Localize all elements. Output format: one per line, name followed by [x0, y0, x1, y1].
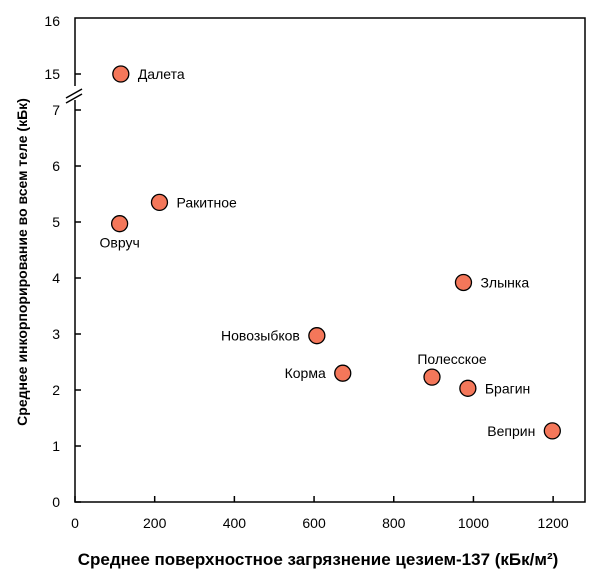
y-tick-label: 0 [52, 494, 60, 510]
data-point-label: Овруч [100, 235, 140, 251]
y-tick-label: 2 [52, 382, 60, 398]
data-points: Далета Ракитное Овруч Злынка Новозыбков Корма… [100, 65, 561, 440]
data-point-label: Веприн [487, 423, 535, 439]
data-point [454, 273, 473, 292]
x-tick-label: 800 [382, 515, 406, 531]
x-tick-label: 400 [223, 515, 247, 531]
data-point [334, 364, 352, 382]
x-tick-label: 0 [71, 515, 79, 531]
x-tick-label: 1200 [538, 515, 569, 531]
data-point [112, 65, 130, 83]
data-point-label: Новозыбков [221, 328, 300, 344]
data-point-label: Корма [285, 365, 326, 381]
y-tick-label: 7 [52, 102, 60, 118]
data-point-label: Злынка [480, 274, 529, 290]
data-point [110, 215, 129, 233]
y-tick-label: 16 [44, 13, 60, 29]
x-tick-label: 1000 [458, 515, 489, 531]
data-point-label: Ракитное [176, 194, 237, 210]
data-point [543, 422, 561, 440]
data-point [150, 193, 169, 212]
y-tick-label: 4 [52, 270, 60, 286]
y-tick-label: 6 [52, 158, 60, 174]
y-tick-label: 1 [52, 438, 60, 454]
data-point [423, 368, 441, 386]
data-point-label: Далета [138, 66, 185, 82]
data-point-label: Брагин [485, 380, 530, 396]
plot-frame [74, 17, 586, 503]
y-tick-label: 3 [52, 326, 60, 342]
y-axis-break-mark [64, 86, 86, 104]
x-axis-ticks: 0 200 400 600 800 1000 1200 [71, 496, 569, 531]
data-point [308, 327, 326, 345]
data-point-label: Полесское [417, 351, 487, 367]
y-axis-title: Среднее инкорпорирование во всем теле (к… [14, 98, 30, 426]
x-axis-title: Среднее поверхностное загрязнение цезием… [78, 550, 559, 569]
x-tick-label: 600 [302, 515, 326, 531]
data-point [459, 379, 477, 397]
y-tick-label: 5 [52, 214, 60, 230]
y-axis-ticks: 0 1 2 3 4 5 6 7 15 16 [44, 13, 81, 510]
y-tick-label: 15 [44, 66, 60, 82]
x-tick-label: 200 [143, 515, 167, 531]
